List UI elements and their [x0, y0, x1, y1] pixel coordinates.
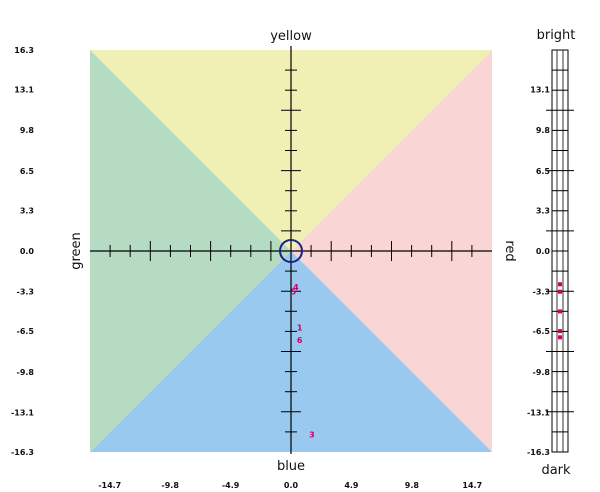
brightness-tick-label: 13.1: [530, 85, 550, 94]
brightness-mark: [558, 309, 562, 314]
green-axis-label: green: [69, 232, 84, 270]
brightness-tick-label: -3.3: [533, 288, 551, 297]
y-tick-label: 6.5: [20, 167, 35, 176]
y-tick-label: -9.8: [17, 368, 35, 377]
data-point-label: 5: [291, 288, 297, 297]
x-tick-label: 14.7: [462, 481, 482, 490]
brightness-mark: [558, 329, 562, 334]
dark-label: dark: [541, 463, 571, 478]
y-tick-label: 3.3: [20, 206, 34, 215]
x-tick-label: 0.0: [284, 481, 299, 490]
y-tick-label: -13.1: [11, 409, 34, 418]
data-point-label: 1: [297, 323, 303, 332]
brightness-mark: [558, 289, 562, 294]
red-axis-label: red: [502, 240, 517, 261]
yellow-axis-label: yellow: [270, 29, 312, 44]
brightness-tick-label: 9.8: [536, 126, 551, 135]
brightness-tick-label: 6.5: [536, 167, 551, 176]
data-point-label: 3: [309, 431, 315, 440]
brightness-mark: [558, 282, 562, 287]
y-tick-label: 9.8: [20, 126, 35, 135]
y-tick-label: -3.3: [17, 288, 35, 297]
brightness-tick-label: -13.1: [527, 409, 550, 418]
brightness-scale: 13.1 9.8 6.5 3.3 0.0 -3.3 -6.5 -9.8 -13.1 -16.3: [527, 49, 574, 457]
bright-label: bright: [537, 28, 576, 43]
data-point-label: 4: [293, 283, 299, 292]
y-tick-label: -6.5: [17, 327, 35, 336]
brightness-tick-label: 3.3: [536, 206, 550, 215]
x-tick-label: -4.9: [222, 481, 240, 490]
x-tick-label: -9.8: [161, 481, 179, 490]
y-tick-labels: 16.3 13.1 9.8 6.5 3.3 0.0 -3.3 -6.5 -9.8 -13.1 -16…: [11, 46, 34, 457]
y-tick-label: 16.3: [14, 46, 34, 55]
main-axes: [90, 46, 492, 454]
brightness-tick-label: -16.3: [527, 448, 550, 457]
origin-circle: [279, 239, 303, 263]
brightness-tick-label: -6.5: [533, 327, 551, 336]
brightness-tick-label: -9.8: [533, 368, 551, 377]
y-tick-label: 13.1: [14, 85, 34, 94]
x-tick-label: 4.9: [344, 481, 359, 490]
x-tick-label: -14.7: [98, 481, 121, 490]
brightness-mark: [558, 335, 562, 340]
data-points: 3 45 6 1: [291, 283, 315, 440]
x-tick-label: 9.8: [405, 481, 420, 490]
blue-axis-label: blue: [277, 459, 305, 474]
brightness-tick-label: 0.0: [536, 247, 551, 256]
y-tick-label: 0.0: [20, 247, 35, 256]
x-tick-labels: -14.7 -9.8 -4.9 0.0 4.9 9.8 14.7: [98, 481, 482, 490]
data-point-label: 6: [297, 336, 303, 345]
y-tick-label: -16.3: [11, 448, 34, 457]
